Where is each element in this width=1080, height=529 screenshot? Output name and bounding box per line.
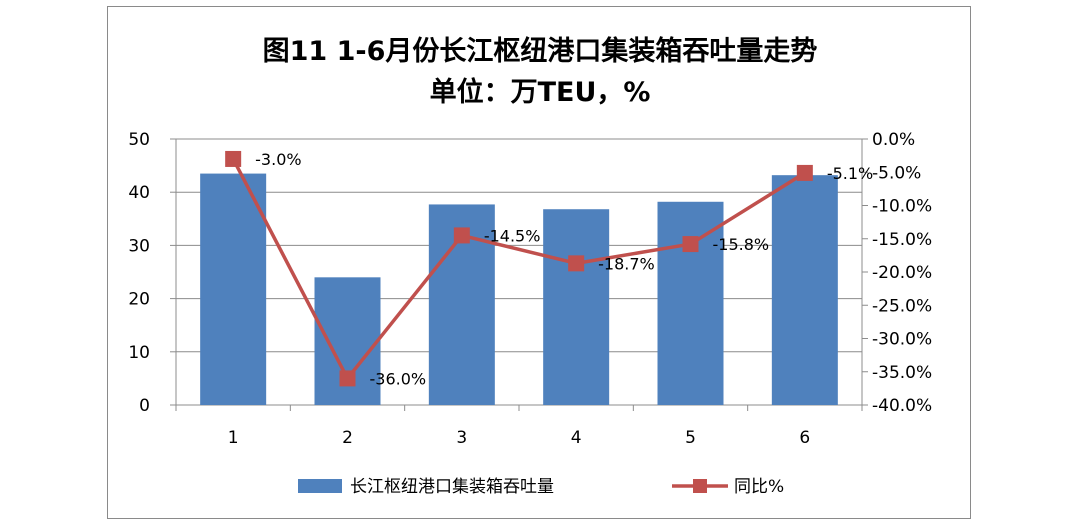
axes bbox=[170, 138, 868, 411]
bar-4 bbox=[543, 209, 610, 405]
bar-6 bbox=[771, 175, 838, 405]
legend: 长江枢纽港口集装箱吞吐量 同比% bbox=[298, 477, 784, 497]
left-tick-label: 0 bbox=[139, 396, 150, 416]
legend-swatch-marker bbox=[693, 479, 707, 493]
data-label-4: -18.7% bbox=[598, 254, 655, 273]
left-tick-label: 20 bbox=[128, 290, 150, 310]
right-tick-label: -25.0% bbox=[872, 296, 932, 316]
bar-5 bbox=[657, 201, 724, 405]
right-tick-label: -20.0% bbox=[872, 263, 932, 283]
line-marker-6 bbox=[796, 164, 813, 181]
right-tick-label: 0.0% bbox=[872, 130, 915, 150]
x-tick-label: 5 bbox=[685, 428, 696, 448]
data-label-2: -36.0% bbox=[370, 369, 427, 388]
left-tick-label: 10 bbox=[128, 343, 150, 363]
gridlines bbox=[176, 138, 862, 353]
x-tick-label: 4 bbox=[571, 428, 582, 448]
data-label-5: -15.8% bbox=[713, 235, 770, 254]
left-tick-label: 50 bbox=[128, 130, 150, 150]
left-axis-ticks: 0 10 20 30 40 50 bbox=[128, 130, 150, 416]
line-data-labels: -3.0% -36.0% -14.5% -18.7% -15.8% -5.1% bbox=[255, 150, 873, 388]
chart-title: 图11 1-6月份长江枢纽港口集装箱吞吐量走势 bbox=[263, 35, 818, 67]
line-marker-1 bbox=[225, 150, 242, 167]
chart-subtitle: 单位：万TEU，% bbox=[430, 76, 651, 108]
x-axis-ticks: 1 2 3 4 5 6 bbox=[228, 428, 810, 448]
legend-label-line: 同比% bbox=[734, 477, 784, 497]
x-tick-label: 1 bbox=[228, 428, 239, 448]
data-label-6: -5.1% bbox=[827, 164, 873, 183]
right-axis-ticks: -40.0% -35.0% -30.0% -25.0% -20.0% -15.0% -10.… bbox=[872, 130, 932, 416]
right-tick-label: -30.0% bbox=[872, 330, 932, 350]
line-series bbox=[225, 150, 813, 387]
right-tick-label: -35.0% bbox=[872, 363, 932, 383]
right-tick-label: -15.0% bbox=[872, 230, 932, 250]
x-tick-label: 6 bbox=[799, 428, 810, 448]
right-tick-label: -10.0% bbox=[872, 197, 932, 217]
line-path bbox=[231, 158, 806, 381]
line-marker-2 bbox=[339, 370, 356, 387]
line-marker-3 bbox=[453, 227, 470, 244]
left-tick-label: 40 bbox=[128, 183, 150, 203]
line-marker-5 bbox=[682, 236, 699, 253]
left-tick-label: 30 bbox=[128, 236, 150, 256]
x-tick-label: 3 bbox=[456, 428, 467, 448]
bar-series bbox=[200, 173, 838, 405]
data-label-3: -14.5% bbox=[484, 226, 541, 245]
legend-label-bar: 长江枢纽港口集装箱吞吐量 bbox=[350, 477, 554, 497]
right-tick-label: -40.0% bbox=[872, 396, 932, 416]
legend-swatch-bar bbox=[298, 479, 342, 493]
x-tick-label: 2 bbox=[342, 428, 353, 448]
line-marker-4 bbox=[568, 255, 585, 272]
bar-1 bbox=[200, 173, 267, 405]
right-tick-label: -5.0% bbox=[872, 163, 921, 183]
data-label-1: -3.0% bbox=[255, 150, 301, 169]
